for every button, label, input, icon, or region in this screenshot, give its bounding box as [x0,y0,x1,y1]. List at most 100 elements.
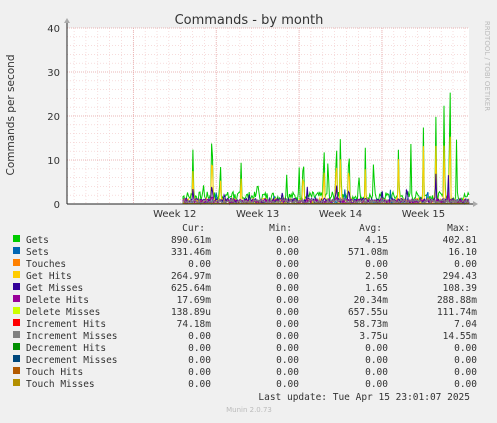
munin-version: Munin 2.0.73 [226,406,272,414]
grid [67,27,469,205]
axes [64,18,478,207]
legend-max: 0.00 [454,367,477,378]
legend-max: 288.88m [437,295,477,306]
legend-max: 402.81 [443,235,478,246]
legend-min: 0.00 [276,319,299,330]
legend-max: 0.00 [454,259,477,270]
legend-min: 0.00 [276,259,299,270]
legend-max: 14.55m [443,331,478,342]
legend-name: Delete Misses [26,307,100,318]
legend-avg: 571.08m [348,247,388,258]
legend-cur: 138.89u [171,307,211,318]
legend-avg: 0.00 [365,367,388,378]
legend-name: Increment Hits [26,319,106,330]
legend-swatch [13,271,20,278]
x-tick-label: Week 13 [236,209,279,220]
legend-name: Touch Misses [26,379,95,390]
legend: Cur: Min: Avg: Max: Gets 890.61m 0.00 4.15 4… [13,223,477,390]
legend-header-avg: Avg: [359,223,382,234]
legend-swatch [13,319,20,326]
y-axis-arrow [64,18,70,23]
legend-swatch [13,343,20,350]
legend-swatch [13,307,20,314]
legend-swatch [13,355,20,362]
legend-cur: 17.69m [177,295,212,306]
legend-name: Decrement Hits [26,343,106,354]
legend-max: 7.04 [454,319,477,330]
legend-swatch [13,283,20,290]
legend-max: 294.43 [443,271,477,282]
legend-min: 0.00 [276,235,299,246]
legend-swatch [13,379,20,386]
legend-max: 111.74m [437,307,477,318]
legend-max: 108.39 [443,283,478,294]
legend-cur: 74.18m [177,319,212,330]
legend-avg: 0.00 [365,379,388,390]
legend-min: 0.00 [276,295,299,306]
legend-cur: 625.64m [171,283,211,294]
x-tick-label: Week 12 [153,209,196,220]
legend-name: Touches [26,259,66,270]
legend-min: 0.00 [276,355,299,366]
legend-name: Sets [26,247,49,258]
legend-min: 0.00 [276,307,299,318]
legend-avg: 20.34m [354,295,389,306]
y-tick-label: 20 [47,112,60,123]
legend-avg: 3.75u [359,331,388,342]
legend-name: Touch Hits [26,367,83,378]
x-ticks: Week 12 Week 13 Week 14 Week 15 [153,209,445,220]
legend-avg: 0.00 [365,343,388,354]
legend-swatch [13,247,20,254]
legend-min: 0.00 [276,379,299,390]
legend-cur: 0.00 [188,367,211,378]
legend-min: 0.00 [276,367,299,378]
legend-max: 0.00 [454,355,477,366]
legend-max: 0.00 [454,379,477,390]
legend-header-max: Max: [447,223,470,234]
y-tick-label: 30 [47,68,60,79]
legend-name: Get Hits [26,271,72,282]
legend-avg: 58.73m [354,319,389,330]
y-ticks: 0 10 20 30 40 [47,24,60,211]
legend-name: Gets [26,235,49,246]
legend-max: 16.10 [448,247,477,258]
legend-avg: 0.00 [365,355,388,366]
legend-avg: 2.50 [365,271,388,282]
legend-name: Decrement Misses [26,355,118,366]
series-line-delete-hits [182,192,470,206]
legend-cur: 0.00 [188,259,211,270]
last-update: Last update: Tue Apr 15 23:01:07 2025 [258,392,470,403]
legend-min: 0.00 [276,283,299,294]
legend-cur: 264.97m [171,271,211,282]
legend-cur: 890.61m [171,235,211,246]
x-tick-label: Week 14 [319,209,362,220]
legend-swatch [13,367,20,374]
y-axis-label: Commands per second [5,54,17,175]
legend-cur: 0.00 [188,331,211,342]
legend-avg: 4.15 [365,235,388,246]
y-tick-label: 10 [47,156,60,167]
legend-header-cur: Cur: [182,223,205,234]
legend-avg: 657.55u [348,307,388,318]
x-axis-arrow [473,201,478,207]
legend-avg: 0.00 [365,259,388,270]
rrdtool-watermark: RRDTOOL / TOBI OETIKER [483,21,491,111]
legend-swatch [13,259,20,266]
legend-min: 0.00 [276,343,299,354]
legend-cur: 0.00 [188,355,211,366]
legend-cur: 331.46m [171,247,211,258]
legend-swatch [13,235,20,242]
legend-cur: 0.00 [188,343,211,354]
chart-title: Commands - by month [175,13,324,28]
legend-name: Get Misses [26,283,83,294]
legend-cur: 0.00 [188,379,211,390]
legend-swatch [13,295,20,302]
x-tick-label: Week 15 [402,209,445,220]
legend-name: Delete Hits [26,295,89,306]
legend-max: 0.00 [454,343,477,354]
y-tick-label: 0 [54,200,60,211]
legend-min: 0.00 [276,247,299,258]
legend-min: 0.00 [276,271,299,282]
